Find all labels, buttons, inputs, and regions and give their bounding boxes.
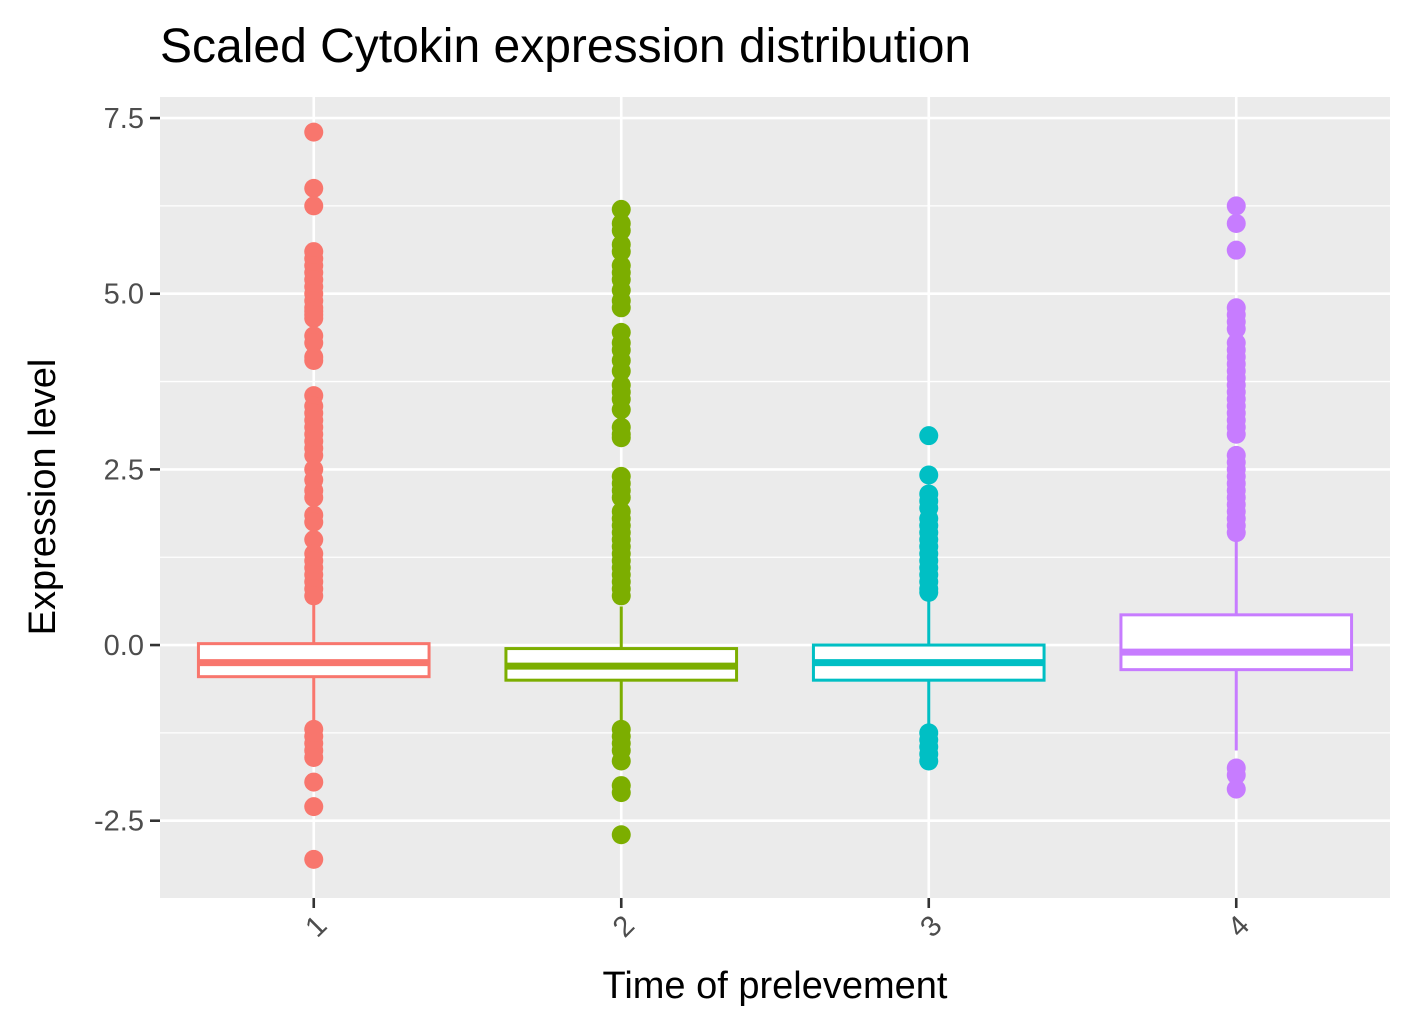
outlier-point [611, 242, 631, 262]
outlier-point [919, 426, 939, 446]
y-tick-label: -2.5 [94, 806, 144, 838]
boxes-layer [196, 122, 1354, 869]
outlier-point [611, 783, 631, 803]
y-axis: -2.5 0.0 2.5 5.0 7.5 [94, 103, 160, 838]
outlier-point [611, 586, 631, 606]
x-tick-label: 3 [914, 910, 948, 944]
outlier-point [919, 751, 939, 771]
y-tick-label: 7.5 [104, 103, 144, 135]
outlier-point [611, 488, 631, 507]
outlier-point [304, 586, 324, 606]
outlier-point [611, 825, 631, 845]
box-group-4 [1119, 196, 1354, 799]
grid-minor [160, 205, 1390, 734]
box-group-2 [504, 199, 739, 845]
outlier-point [304, 488, 324, 507]
y-tick-label: 5.0 [104, 279, 144, 311]
y-tick-label: 2.5 [104, 454, 144, 486]
outlier-point [304, 849, 324, 869]
outlier-point [611, 751, 631, 771]
outlier-point [1226, 213, 1246, 233]
outlier-point [304, 350, 324, 370]
y-axis-title: Expression level [22, 359, 64, 636]
outlier-point [611, 298, 631, 318]
box-group-1 [196, 122, 431, 869]
outlier-point [304, 772, 324, 792]
outlier-point [304, 122, 324, 142]
outlier-point [304, 445, 324, 465]
box-group-3 [811, 426, 1046, 771]
chart-title: Scaled Cytokin expression distribution [160, 20, 971, 73]
x-tick-label: 4 [1222, 910, 1256, 944]
outlier-point [1226, 196, 1246, 216]
box-iqr [1119, 613, 1354, 672]
plot-panel [160, 97, 1390, 898]
outlier-point [1226, 765, 1246, 785]
outlier-point [304, 196, 324, 216]
outlier-point [1226, 240, 1246, 260]
outlier-point [1226, 779, 1246, 799]
outlier-point [304, 530, 324, 550]
outlier-point [919, 465, 939, 485]
outlier-point [611, 400, 631, 420]
outlier-point [611, 221, 631, 240]
outlier-point [611, 199, 631, 219]
outlier-point [304, 512, 324, 532]
outlier-point [611, 428, 631, 448]
x-tick-label: 2 [607, 910, 641, 944]
outlier-point [304, 747, 324, 767]
outlier-point [1226, 424, 1246, 444]
y-tick-label: 0.0 [104, 630, 144, 662]
outlier-point [304, 178, 324, 198]
outlier-point [919, 582, 939, 602]
x-axis: 1 2 3 4 [299, 898, 1256, 944]
x-tick-label: 1 [299, 910, 333, 944]
outlier-point [304, 797, 324, 817]
outlier-point [611, 361, 631, 381]
outlier-point [304, 333, 324, 353]
x-axis-title: Time of prelevement [603, 965, 948, 1007]
outlier-point [304, 308, 324, 328]
outlier-point [1226, 319, 1246, 339]
outlier-point [1226, 523, 1246, 543]
